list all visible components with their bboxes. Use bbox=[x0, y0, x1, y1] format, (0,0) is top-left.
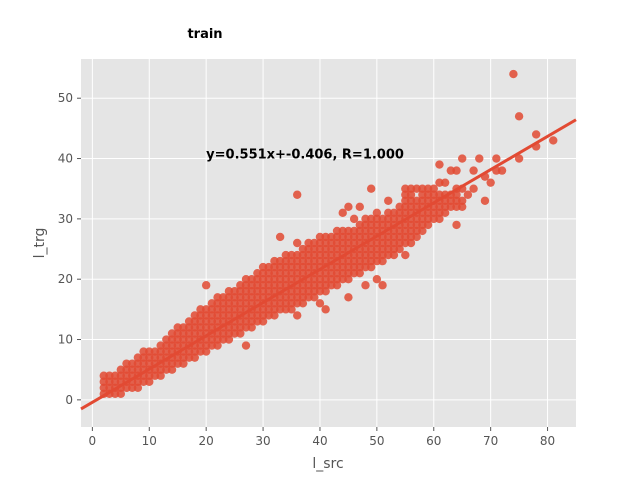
data-point bbox=[258, 317, 268, 326]
data-point bbox=[247, 323, 256, 332]
data-point bbox=[366, 262, 376, 272]
data-point bbox=[332, 281, 342, 290]
y-tick-label: 50 bbox=[58, 91, 73, 105]
data-point bbox=[287, 305, 296, 314]
y-tick-label: 30 bbox=[58, 212, 73, 226]
data-point bbox=[418, 226, 427, 236]
data-point bbox=[338, 208, 347, 218]
data-point bbox=[412, 232, 421, 242]
data-point bbox=[486, 178, 495, 187]
y-tick-label: 20 bbox=[58, 272, 73, 286]
data-point bbox=[344, 202, 353, 212]
grid-lines bbox=[81, 59, 576, 427]
data-point bbox=[384, 196, 393, 205]
data-point bbox=[406, 190, 416, 199]
data-point bbox=[133, 383, 143, 392]
data-point bbox=[315, 299, 325, 308]
data-point bbox=[201, 281, 211, 290]
y-tick-label: 10 bbox=[58, 333, 73, 347]
data-point bbox=[497, 166, 507, 175]
data-point bbox=[355, 268, 364, 278]
data-point bbox=[145, 377, 154, 386]
data-point bbox=[366, 184, 376, 193]
data-point bbox=[378, 281, 387, 290]
data-point bbox=[213, 341, 222, 350]
data-point bbox=[224, 335, 234, 344]
data-point bbox=[463, 190, 473, 199]
data-point bbox=[372, 274, 382, 284]
data-point bbox=[378, 256, 387, 266]
y-tick-label: 0 bbox=[65, 393, 73, 407]
data-point bbox=[167, 365, 177, 374]
data-point bbox=[293, 190, 302, 199]
chart-title: train bbox=[187, 27, 222, 42]
data-point bbox=[423, 220, 433, 230]
x-tick-label: 10 bbox=[142, 434, 157, 448]
x-tick-label: 70 bbox=[483, 434, 498, 448]
data-point bbox=[435, 160, 444, 169]
data-point bbox=[406, 238, 416, 248]
data-point bbox=[201, 347, 211, 356]
data-point bbox=[429, 184, 438, 193]
data-point bbox=[469, 166, 478, 175]
data-point bbox=[321, 287, 330, 296]
data-point bbox=[458, 154, 467, 163]
y-axis-label: l_trg bbox=[32, 228, 48, 259]
data-point bbox=[190, 353, 199, 362]
data-point bbox=[321, 305, 330, 314]
data-point bbox=[241, 341, 251, 350]
data-point bbox=[270, 311, 279, 320]
data-point bbox=[509, 69, 518, 79]
data-point bbox=[469, 184, 478, 193]
x-axis-label: l_src bbox=[312, 456, 343, 472]
y-tick-label: 40 bbox=[58, 152, 73, 166]
x-tick-label: 60 bbox=[426, 434, 441, 448]
data-point bbox=[236, 329, 245, 338]
data-point bbox=[372, 208, 382, 218]
data-point bbox=[452, 190, 461, 199]
data-point bbox=[293, 238, 302, 248]
x-tick-label: 80 bbox=[540, 434, 555, 448]
data-point bbox=[531, 130, 541, 139]
data-point bbox=[549, 136, 558, 145]
data-point bbox=[395, 244, 404, 254]
x-tick-label: 30 bbox=[255, 434, 270, 448]
data-point bbox=[310, 293, 319, 302]
data-point bbox=[435, 214, 444, 224]
x-tick-label: 40 bbox=[312, 434, 327, 448]
data-point bbox=[361, 281, 370, 290]
data-point bbox=[440, 178, 450, 187]
data-point bbox=[475, 154, 484, 163]
data-point bbox=[344, 293, 353, 302]
data-point bbox=[355, 202, 364, 212]
x-axis-ticks: 0 10 20 30 40 50 60 70 80 bbox=[89, 427, 555, 448]
regression-annotation: y=0.551x+-0.406, R=1.000 bbox=[206, 148, 404, 163]
y-axis-ticks: 0 10 20 30 40 50 bbox=[58, 91, 81, 407]
data-point bbox=[452, 220, 461, 230]
data-point bbox=[492, 154, 501, 163]
data-point bbox=[179, 359, 188, 368]
data-point bbox=[480, 196, 490, 205]
data-point bbox=[514, 154, 524, 163]
data-point bbox=[275, 232, 285, 242]
data-point bbox=[293, 311, 302, 320]
x-tick-label: 50 bbox=[369, 434, 384, 448]
data-point bbox=[440, 208, 450, 218]
data-point bbox=[458, 196, 467, 205]
data-point bbox=[349, 214, 359, 224]
data-point bbox=[116, 389, 126, 399]
data-point bbox=[389, 250, 399, 260]
data-point bbox=[401, 250, 410, 260]
data-point bbox=[298, 299, 308, 308]
data-point bbox=[344, 274, 353, 284]
data-point bbox=[514, 112, 524, 121]
data-point bbox=[458, 202, 467, 212]
data-point bbox=[156, 371, 165, 380]
x-tick-label: 20 bbox=[199, 434, 214, 448]
x-tick-label: 0 bbox=[89, 434, 97, 448]
regression-line bbox=[80, 118, 577, 411]
data-point bbox=[452, 166, 461, 175]
